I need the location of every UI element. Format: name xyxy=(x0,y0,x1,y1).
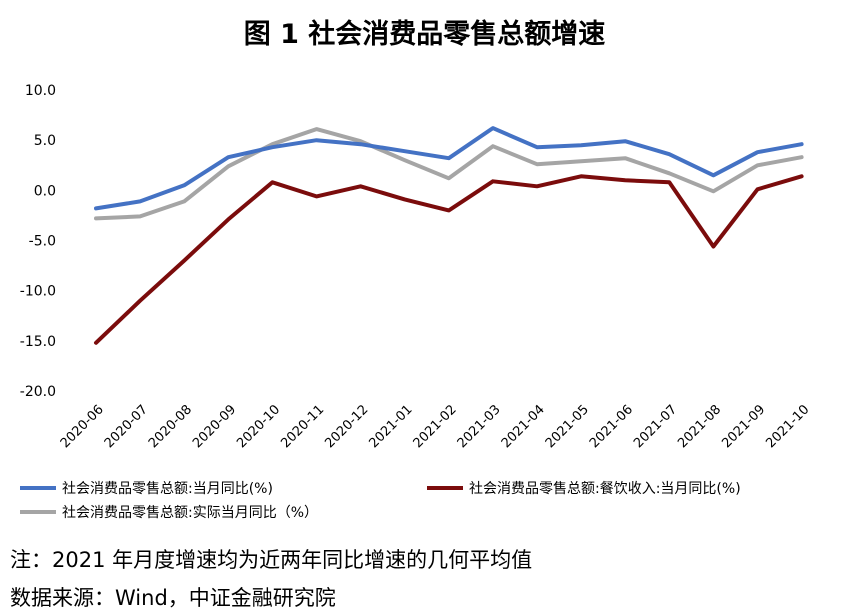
y-tick-label: -5.0 xyxy=(29,234,56,250)
data-source: 数据来源：Wind，中证金融研究院 xyxy=(10,586,336,610)
y-tick-label: 0.0 xyxy=(34,183,56,199)
x-tick-label: 2020-12 xyxy=(322,402,371,451)
series-lines xyxy=(94,126,804,345)
x-tick-label: 2021-02 xyxy=(411,402,460,451)
y-tick-label: 5.0 xyxy=(34,133,56,149)
x-tick-label: 2021-07 xyxy=(631,402,680,451)
line-chart: 10.05.00.0-5.0-10.0-15.0-20.0 2020-06202… xyxy=(20,83,813,451)
x-tick-label: 2020-11 xyxy=(278,402,327,451)
x-tick-label: 2021-09 xyxy=(719,402,768,451)
x-tick-label: 2020-09 xyxy=(190,402,239,451)
footnote: 注：2021 年月度增速均为近两年同比增速的几何平均值 xyxy=(10,548,533,572)
x-tick-label: 2021-10 xyxy=(763,402,812,451)
y-tick-label: -10.0 xyxy=(20,284,56,300)
y-tick-label: -20.0 xyxy=(20,384,56,400)
x-tick-label: 2021-06 xyxy=(587,402,636,451)
x-tick-label: 2020-06 xyxy=(58,402,107,451)
x-tick-label: 2021-01 xyxy=(367,402,416,451)
legend-swatch-2 xyxy=(427,486,463,490)
legend-label-3: 社会消费品零售总额:实际当月同比（%） xyxy=(62,505,319,521)
chart-title: 图 1 社会消费品零售总额增速 xyxy=(243,19,606,50)
series-line-3 xyxy=(94,127,804,221)
legend-label-1: 社会消费品零售总额:当月同比(%) xyxy=(62,481,273,497)
x-tick-label: 2021-08 xyxy=(675,402,724,451)
legend-swatch-3 xyxy=(20,510,56,514)
x-tick-label: 2020-07 xyxy=(102,402,151,451)
series-line-2 xyxy=(94,174,804,345)
legend-item-2: 社会消费品零售总额:餐饮收入:当月同比(%) xyxy=(427,478,741,498)
legend-swatch-1 xyxy=(20,486,56,490)
y-tick-label: -15.0 xyxy=(20,334,56,350)
legend-label-2: 社会消费品零售总额:餐饮收入:当月同比(%) xyxy=(469,481,741,497)
x-tick-label: 2021-04 xyxy=(499,402,548,451)
y-tick-label: 10.0 xyxy=(25,83,56,99)
x-tick-label: 2020-08 xyxy=(146,402,195,451)
legend-item-3: 社会消费品零售总额:实际当月同比（%） xyxy=(20,502,318,522)
x-tick-label: 2020-10 xyxy=(234,402,283,451)
x-tick-label: 2021-05 xyxy=(543,402,592,451)
y-axis: 10.0 5.0 0.0 -5.0 -10.0 -15.0 -20.0 xyxy=(20,83,56,400)
x-axis: 2020-062020-072020-082020-092020-102020-… xyxy=(58,402,813,451)
series-line-1 xyxy=(94,126,804,211)
x-tick-label: 2021-03 xyxy=(455,402,504,451)
legend-item-1: 社会消费品零售总额:当月同比(%) xyxy=(20,478,273,498)
